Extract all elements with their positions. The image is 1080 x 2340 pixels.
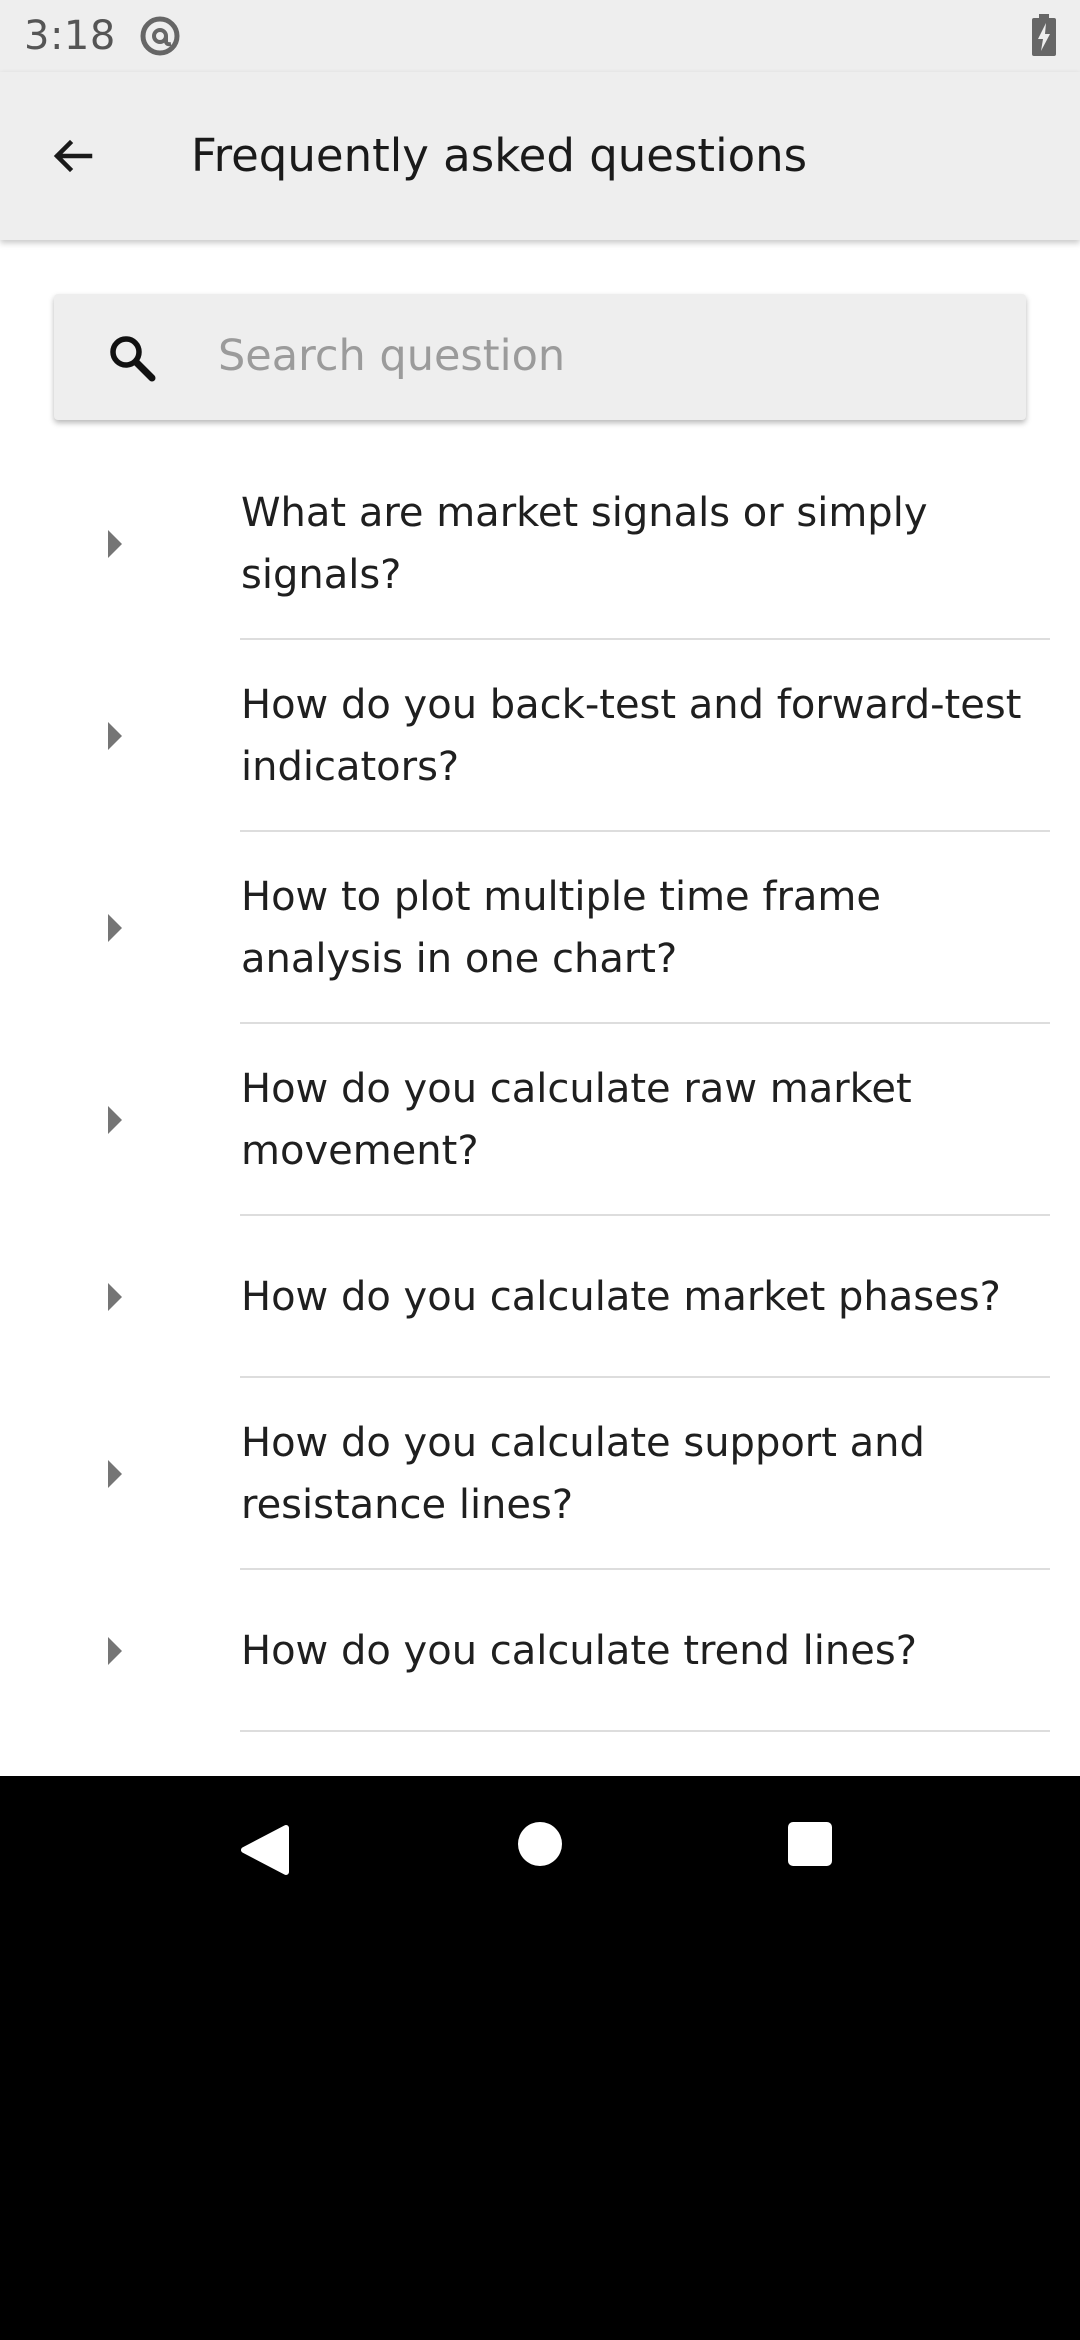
faq-question: How do you back-test and forward-test in… (241, 682, 1022, 790)
divider (240, 1214, 1050, 1216)
search-box[interactable] (54, 294, 1026, 420)
faq-question: How do you calculate support and resista… (241, 1420, 925, 1528)
arrow-left-icon (53, 139, 93, 173)
search-icon (110, 336, 156, 382)
faq-item[interactable]: How do you calculate raw market movement… (0, 1024, 1080, 1216)
faq-item[interactable]: How to plot multiple time frame analysis… (0, 832, 1080, 1024)
navigation-bar (0, 1776, 1080, 1920)
faq-question: How do you calculate market phases? (241, 1274, 1001, 1320)
faq-item[interactable]: What are market signals or simply signal… (0, 448, 1080, 640)
status-bar: 3:18 (0, 0, 1080, 72)
faq-question: How do you calculate trend lines? (241, 1628, 917, 1674)
caret-right-icon (108, 914, 122, 942)
caret-right-icon (108, 1460, 122, 1488)
nav-back-icon[interactable] (236, 1822, 292, 1878)
sync-at-icon (140, 16, 180, 56)
caret-right-icon (108, 1637, 122, 1665)
nav-recents-icon[interactable] (788, 1822, 832, 1866)
caret-right-icon (108, 1283, 122, 1311)
divider (240, 1376, 1050, 1378)
app-bar: Frequently asked questions (0, 72, 1080, 240)
caret-right-icon (108, 1106, 122, 1134)
page-title: Frequently asked questions (191, 129, 808, 182)
search-input[interactable] (218, 318, 998, 394)
divider (240, 1730, 1050, 1732)
faq-question: What are market signals or simply signal… (241, 490, 928, 598)
faq-list: What are market signals or simply signal… (0, 448, 1080, 1732)
faq-item[interactable]: How do you calculate trend lines? (0, 1570, 1080, 1732)
app-content: 3:18 Frequently asked questions (0, 0, 1080, 1776)
divider (240, 830, 1050, 832)
caret-right-icon (108, 530, 122, 558)
divider (240, 638, 1050, 640)
faq-item[interactable]: How do you calculate market phases? (0, 1216, 1080, 1378)
battery-charging-icon (1032, 14, 1056, 56)
divider (240, 1022, 1050, 1024)
status-time: 3:18 (24, 13, 116, 59)
back-button[interactable] (36, 120, 108, 192)
caret-right-icon (108, 722, 122, 750)
faq-item[interactable]: How do you back-test and forward-test in… (0, 640, 1080, 832)
nav-home-icon[interactable] (518, 1822, 562, 1866)
faq-question: How do you calculate raw market movement… (241, 1066, 912, 1174)
faq-question: How to plot multiple time frame analysis… (241, 874, 881, 982)
faq-item[interactable]: How do you calculate support and resista… (0, 1378, 1080, 1570)
divider (240, 1568, 1050, 1570)
